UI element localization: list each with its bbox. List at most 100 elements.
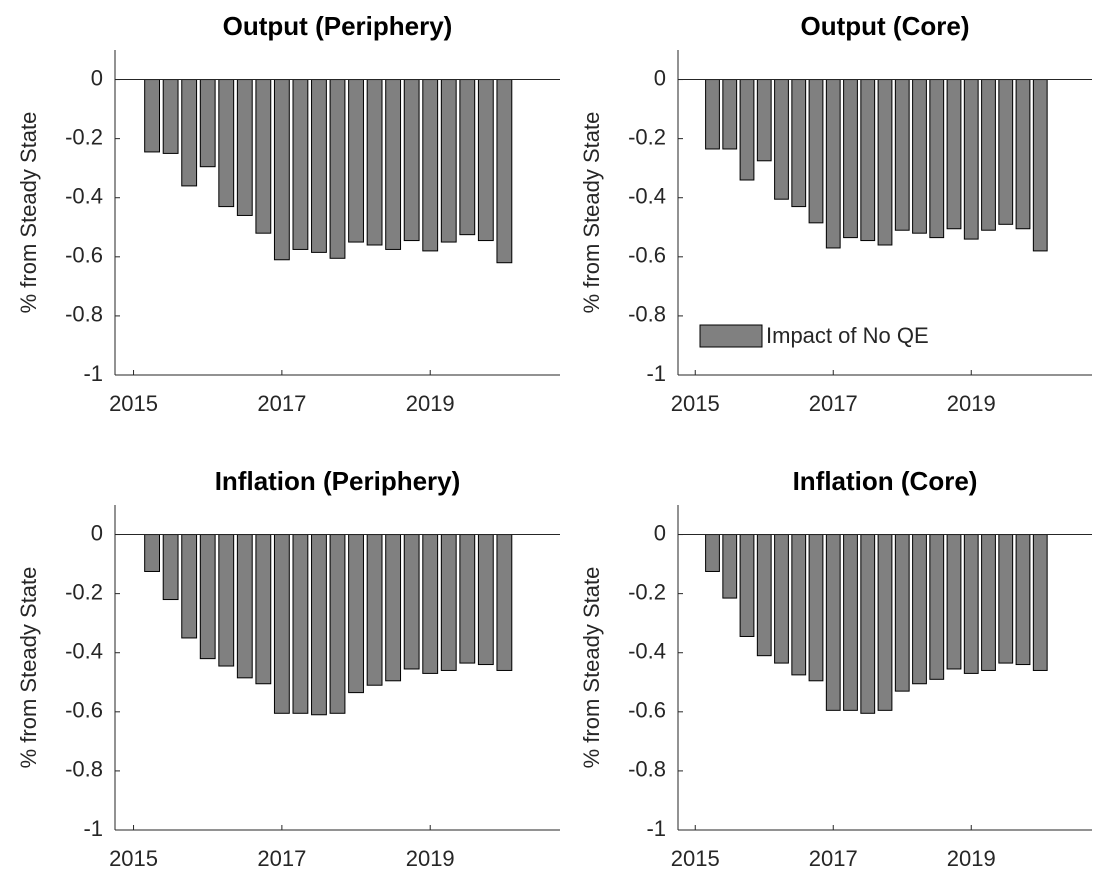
legend-swatch — [699, 324, 763, 348]
bar — [218, 534, 235, 667]
bar — [366, 534, 383, 686]
bar — [422, 79, 439, 252]
x-tick-label: 2015 — [671, 846, 720, 871]
y-tick-label: -0.4 — [628, 184, 666, 209]
bar — [946, 79, 962, 230]
bar — [477, 534, 494, 666]
bar — [705, 79, 720, 150]
bar — [929, 79, 945, 239]
chart-title: Output (Periphery) — [223, 11, 453, 41]
y-axis-label: % from Steady State — [16, 567, 41, 769]
bar — [705, 534, 720, 572]
y-tick-label: -0.6 — [628, 698, 666, 723]
bar — [981, 79, 996, 231]
y-tick-label: -0.2 — [628, 579, 666, 604]
bar — [403, 79, 420, 242]
bar — [477, 79, 494, 242]
y-tick-label: 0 — [654, 65, 666, 90]
bar — [722, 79, 738, 150]
y-axis-label: % from Steady State — [579, 112, 604, 314]
bar — [403, 534, 420, 670]
bar — [255, 79, 272, 234]
y-tick-label: -0.4 — [628, 639, 666, 664]
bar — [912, 79, 927, 234]
bar — [496, 79, 513, 264]
bar — [894, 534, 910, 692]
bar — [181, 79, 198, 187]
bar — [385, 534, 402, 682]
bar — [199, 79, 216, 168]
bar — [791, 79, 807, 208]
y-tick-label: -1 — [83, 816, 103, 841]
x-tick-label: 2019 — [406, 391, 455, 416]
y-tick-label: -0.2 — [65, 124, 103, 149]
bar — [946, 534, 962, 670]
chart-title: Inflation (Periphery) — [215, 466, 461, 496]
y-tick-label: -0.6 — [628, 243, 666, 268]
bar — [459, 534, 476, 664]
bar — [877, 79, 893, 246]
x-tick-label: 2019 — [947, 846, 996, 871]
bar — [722, 534, 738, 599]
bar — [292, 79, 309, 250]
bar — [181, 534, 198, 639]
y-tick-label: 0 — [654, 520, 666, 545]
x-tick-label: 2017 — [257, 391, 306, 416]
bar — [739, 79, 755, 181]
bar — [366, 79, 383, 246]
y-tick-label: -1 — [646, 816, 666, 841]
y-tick-label: -0.4 — [65, 639, 103, 664]
y-tick-label: -0.4 — [65, 184, 103, 209]
y-tick-label: -1 — [646, 361, 666, 386]
x-tick-label: 2019 — [406, 846, 455, 871]
bar — [825, 534, 841, 711]
bar — [236, 79, 253, 216]
y-tick-label: -0.2 — [628, 124, 666, 149]
bar — [756, 534, 772, 657]
bar — [329, 79, 346, 259]
bar — [459, 79, 476, 236]
x-tick-label: 2017 — [809, 391, 858, 416]
bar — [843, 534, 858, 711]
bar — [739, 534, 755, 637]
y-tick-label: -1 — [83, 361, 103, 386]
bar — [255, 534, 272, 685]
bar — [348, 79, 364, 243]
bar — [1032, 79, 1048, 252]
bar — [774, 79, 789, 200]
x-tick-label: 2015 — [109, 391, 158, 416]
bar — [774, 534, 789, 664]
y-tick-label: -0.2 — [65, 579, 103, 604]
bar — [162, 79, 179, 154]
bar — [162, 534, 179, 601]
y-tick-label: 0 — [91, 65, 103, 90]
y-tick-label: -0.8 — [628, 757, 666, 782]
bar — [877, 534, 893, 711]
y-tick-label: -0.8 — [628, 302, 666, 327]
bar — [440, 79, 457, 243]
bar — [998, 79, 1014, 225]
chart-title: Output (Core) — [801, 11, 970, 41]
bar — [348, 534, 364, 694]
bar — [808, 534, 824, 682]
bar — [912, 534, 927, 685]
bar — [422, 534, 439, 674]
bar — [860, 534, 876, 714]
x-tick-label: 2015 — [109, 846, 158, 871]
bar — [385, 79, 402, 250]
bar — [894, 79, 910, 231]
y-tick-label: -0.6 — [65, 698, 103, 723]
y-tick-label: -0.8 — [65, 302, 103, 327]
bar — [311, 79, 327, 253]
bar — [440, 534, 457, 671]
bar — [273, 534, 290, 714]
bar — [496, 534, 513, 671]
x-tick-label: 2015 — [671, 391, 720, 416]
bar — [929, 534, 945, 680]
bar — [218, 79, 235, 208]
y-tick-label: -0.8 — [65, 757, 103, 782]
bar — [144, 79, 161, 153]
bar — [981, 534, 996, 671]
bar — [791, 534, 807, 676]
